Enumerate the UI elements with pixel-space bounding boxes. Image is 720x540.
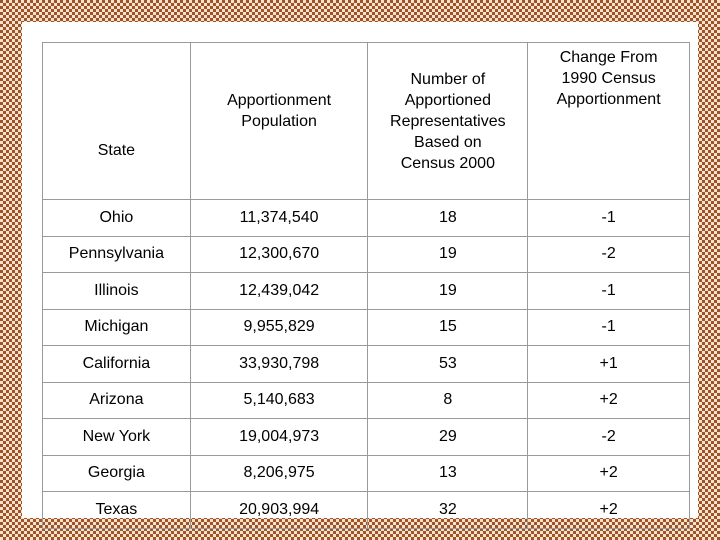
table-cell: Texas bbox=[42, 491, 191, 529]
header-cell: Change From 1990 Census Apportionment bbox=[527, 42, 690, 200]
table-cell: New York bbox=[42, 418, 191, 456]
table-cell: -1 bbox=[527, 199, 690, 237]
table-cell: +1 bbox=[527, 345, 690, 383]
table-cell: 13 bbox=[367, 454, 529, 492]
table-cell: -1 bbox=[527, 308, 690, 346]
table-row: New York 19,004,973 29 -2 bbox=[42, 418, 690, 456]
header-text: Population bbox=[241, 113, 317, 130]
table-cell: -2 bbox=[527, 235, 690, 273]
table-cell: 12,300,670 bbox=[189, 235, 369, 273]
table-row: Texas 20,903,994 32 +2 bbox=[42, 491, 690, 529]
header-text: Apportioned bbox=[404, 91, 491, 109]
table-cell: Georgia bbox=[42, 454, 191, 492]
table-cell: +2 bbox=[527, 454, 690, 492]
header-text: Apportionment bbox=[227, 92, 332, 109]
table-cell: 53 bbox=[367, 345, 529, 383]
table-cell: 8 bbox=[367, 381, 529, 419]
table-cell: 15 bbox=[367, 308, 529, 346]
header-text: Based on bbox=[414, 133, 482, 151]
table-cell: 11,374,540 bbox=[189, 199, 369, 237]
table-cell: 19 bbox=[367, 272, 529, 310]
table-row: Georgia 8,206,975 13 +2 bbox=[42, 454, 690, 492]
header-text: Apportionment bbox=[556, 91, 661, 108]
table-row: Pennsylvania 12,300,670 19 -2 bbox=[42, 235, 690, 273]
table-cell: Illinois bbox=[42, 272, 191, 310]
slide: State Apportionment Population Number of App… bbox=[22, 22, 698, 529]
table-cell: California bbox=[42, 345, 191, 383]
table-cell: +2 bbox=[527, 491, 690, 529]
table-cell: 18 bbox=[367, 199, 529, 237]
table-cell: 19,004,973 bbox=[189, 418, 369, 456]
table-cell: 29 bbox=[367, 418, 529, 456]
table-cell: 8,206,975 bbox=[189, 454, 369, 492]
table-cell: 33,930,798 bbox=[189, 345, 369, 383]
header-cell: State bbox=[42, 42, 191, 200]
header-text: Representatives bbox=[390, 112, 506, 130]
table-cell: Pennsylvania bbox=[42, 235, 191, 273]
table-cell: 12,439,042 bbox=[189, 272, 369, 310]
table-cell: -1 bbox=[527, 272, 690, 310]
header-text: Number of bbox=[410, 70, 486, 88]
table-cell: +2 bbox=[527, 381, 690, 419]
table-cell: 20,903,994 bbox=[189, 491, 369, 529]
table-cell: Arizona bbox=[42, 381, 191, 419]
header-cell: Number of Apportioned Representatives Based… bbox=[367, 42, 529, 200]
header-text: State bbox=[97, 142, 136, 159]
table-row: Illinois 12,439,042 19 -1 bbox=[42, 272, 690, 310]
data-table: State Apportionment Population Number of App… bbox=[42, 42, 690, 529]
table-cell: 19 bbox=[367, 235, 529, 273]
table-row: Ohio 11,374,540 18 -1 bbox=[42, 199, 690, 237]
table-cell: 32 bbox=[367, 491, 529, 529]
table-cell: -2 bbox=[527, 418, 690, 456]
header-cell: Apportionment Population bbox=[189, 42, 369, 200]
table-cell: Michigan bbox=[42, 308, 191, 346]
table-cell: Ohio bbox=[42, 199, 191, 237]
table-cell: 9,955,829 bbox=[189, 308, 369, 346]
header-text: 1990 Census bbox=[561, 70, 656, 87]
header-text: Change From bbox=[559, 49, 658, 66]
table-row: Michigan 9,955,829 15 -1 bbox=[42, 308, 690, 346]
header-text: Census 2000 bbox=[400, 154, 495, 172]
table-cell: 5,140,683 bbox=[189, 381, 369, 419]
table-row: California 33,930,798 53 +1 bbox=[42, 345, 690, 383]
header-row: State Apportionment Population Number of App… bbox=[42, 42, 690, 200]
table-row: Arizona 5,140,683 8 +2 bbox=[42, 381, 690, 419]
